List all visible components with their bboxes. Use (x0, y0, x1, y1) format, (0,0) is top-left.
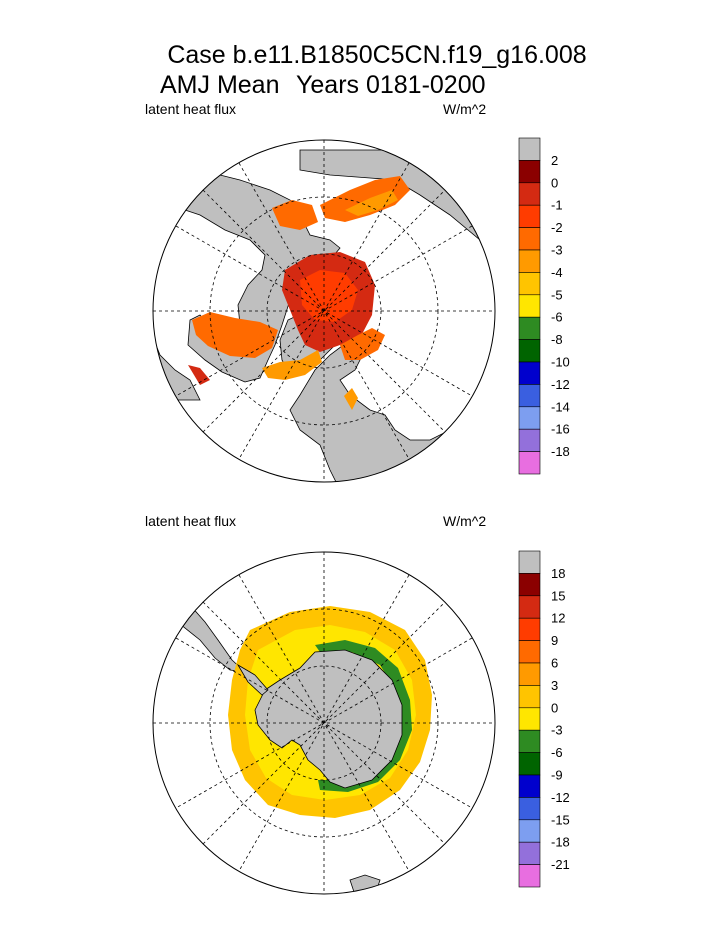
north-flux-field (188, 176, 410, 410)
north-colorbar-tick-1: 0 (551, 175, 558, 190)
south-colorbar-box-11 (518, 797, 541, 821)
north-colorbar-box-4 (518, 227, 541, 251)
south-units-label: W/m^2 (443, 513, 486, 529)
north-colorbar-tick-8: -8 (551, 332, 563, 347)
north-map (153, 140, 495, 482)
north-colorbar-box-8 (518, 316, 541, 340)
south-colorbar-box-4 (518, 640, 541, 664)
north-colorbar-box-7 (518, 294, 541, 318)
north-units-label: W/m^2 (443, 101, 486, 117)
south-colorbar-box-6 (518, 685, 541, 709)
north-colorbar-box-1 (518, 160, 541, 184)
north-colorbar-tick-5: -4 (551, 265, 563, 280)
south-colorbar: 18 15 12 9 6 3 0 -3 -6 -9 -12 -15 -18 -21 (518, 550, 570, 888)
north-colorbar-box-14 (518, 451, 541, 475)
south-colorbar-box-8 (518, 729, 541, 753)
south-colorbar-tick-3: 9 (551, 633, 558, 648)
north-flux-baffin (262, 350, 322, 380)
south-colorbar-tick-5: 3 (551, 678, 558, 693)
south-colorbar-box-10 (518, 774, 541, 798)
north-colorbar-tick-7: -6 (551, 310, 563, 325)
north-graticule (153, 140, 495, 482)
north-map-border (152, 139, 496, 483)
south-land-peninsula (236, 663, 269, 696)
north-flux-hudson (192, 312, 278, 358)
north-colorbar-tick-12: -16 (551, 422, 570, 437)
south-colorbar-tick-7: -3 (551, 723, 563, 738)
figure-title: Case b.e11.B1850C5CN.f19_g16.008 (167, 41, 586, 69)
south-colorbar-tick-9: -9 (551, 768, 563, 783)
years-label: Years 0181-0200 (296, 71, 486, 99)
north-variable-label: latent heat flux (145, 101, 236, 117)
south-panel: latent heat flux W/m^2 (145, 513, 570, 895)
north-flux-arctic-core (300, 270, 358, 322)
north-colorbar-tick-13: -18 (551, 444, 570, 459)
south-colorbar-box-9 (518, 752, 541, 776)
north-land-eurasia (289, 149, 495, 482)
south-land-antarctica (254, 649, 403, 789)
south-colorbar-tick-1: 15 (551, 588, 565, 603)
north-colorbar-tick-3: -2 (551, 220, 563, 235)
north-flux-siberia (320, 176, 410, 222)
south-colorbar-tick-12: -18 (551, 835, 570, 850)
north-colorbar-tick-6: -5 (551, 287, 563, 302)
south-colorbar-box-3 (518, 617, 541, 641)
north-flux-pacific (272, 200, 318, 230)
south-graticule (153, 552, 495, 894)
south-colorbar-box-2 (518, 595, 541, 619)
north-colorbar-tick-10: -12 (551, 377, 570, 392)
south-colorbar-tick-8: -6 (551, 745, 563, 760)
north-colorbar-box-0 (518, 137, 541, 161)
north-colorbar-tick-9: -10 (551, 355, 570, 370)
north-colorbar-tick-4: -3 (551, 243, 563, 258)
south-colorbar-box-0 (518, 550, 541, 574)
south-colorbar-tick-6: 0 (551, 700, 558, 715)
north-colorbar-box-6 (518, 272, 541, 296)
north-colorbar-box-9 (518, 339, 541, 363)
south-colorbar-tick-11: -15 (551, 812, 570, 827)
south-colorbar-tick-10: -12 (551, 790, 570, 805)
south-map-border (152, 551, 496, 895)
north-colorbar-box-10 (518, 361, 541, 385)
north-colorbar-tick-11: -14 (551, 399, 570, 414)
south-colorbar-tick-4: 6 (551, 656, 558, 671)
south-colorbar-box-13 (518, 841, 541, 865)
south-colorbar-tick-0: 18 (551, 566, 565, 581)
north-colorbar-box-11 (518, 384, 541, 408)
north-colorbar-tick-2: -1 (551, 198, 563, 213)
north-colorbar-box-2 (518, 182, 541, 206)
south-colorbar-tick-13: -21 (551, 857, 570, 872)
north-flux-sea-of-okhotsk (344, 388, 358, 410)
north-colorbar-box-3 (518, 204, 541, 228)
south-variable-label: latent heat flux (145, 513, 236, 529)
north-colorbar: 2 0 -1 -2 -3 -4 -5 -6 -8 -10 -12 -14 -16 -18 (518, 137, 570, 475)
south-colorbar-box-14 (518, 864, 541, 888)
south-colorbar-box-12 (518, 819, 541, 843)
south-colorbar-box-5 (518, 662, 541, 686)
south-colorbar-box-7 (518, 707, 541, 731)
north-colorbar-box-13 (518, 428, 541, 452)
north-colorbar-tick-0: 2 (551, 153, 558, 168)
north-colorbar-box-5 (518, 249, 541, 273)
south-colorbar-box-1 (518, 573, 541, 597)
north-panel: latent heat flux W/m^2 (145, 101, 570, 483)
north-colorbar-box-12 (518, 406, 541, 430)
season-label: AMJ Mean (160, 71, 279, 99)
south-colorbar-tick-2: 12 (551, 611, 565, 626)
north-flux-barents (340, 328, 385, 360)
north-flux-siberia-edge (345, 190, 398, 216)
